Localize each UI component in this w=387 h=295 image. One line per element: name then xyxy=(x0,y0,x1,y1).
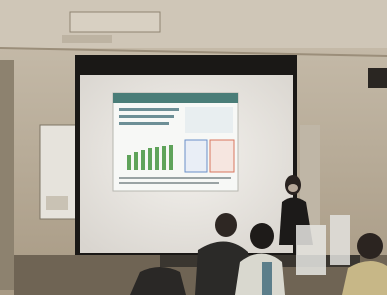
slide-bar xyxy=(119,115,174,118)
slide-chart-bar xyxy=(134,152,138,170)
poster xyxy=(46,196,68,210)
photo xyxy=(0,0,387,295)
speaker xyxy=(368,68,387,88)
slide-bar xyxy=(119,122,169,125)
slide-box xyxy=(185,107,233,133)
ceiling-vent xyxy=(70,12,160,32)
slide-chart-bar xyxy=(155,147,159,170)
slide-panel xyxy=(210,140,234,172)
slide-chart-bar xyxy=(148,148,152,170)
audience-scarf xyxy=(262,262,272,295)
partition xyxy=(330,215,350,265)
slide-chart-bar xyxy=(169,145,173,170)
slide-text xyxy=(119,177,231,179)
ceiling-panel xyxy=(62,35,112,43)
slide-chart-bar xyxy=(127,155,131,170)
slide-panel xyxy=(185,140,207,172)
slide-header xyxy=(113,93,238,103)
slide-bar xyxy=(119,108,179,111)
left-wall-edge xyxy=(0,60,14,290)
partition xyxy=(296,225,326,275)
slide-text xyxy=(119,182,219,184)
slide-chart-bar xyxy=(141,150,145,170)
audience-head xyxy=(357,233,383,259)
ceiling xyxy=(0,0,387,48)
audience-head xyxy=(250,223,274,249)
presenter-mask xyxy=(288,184,298,192)
slide-chart-bar xyxy=(162,146,166,170)
audience-head xyxy=(215,213,237,237)
